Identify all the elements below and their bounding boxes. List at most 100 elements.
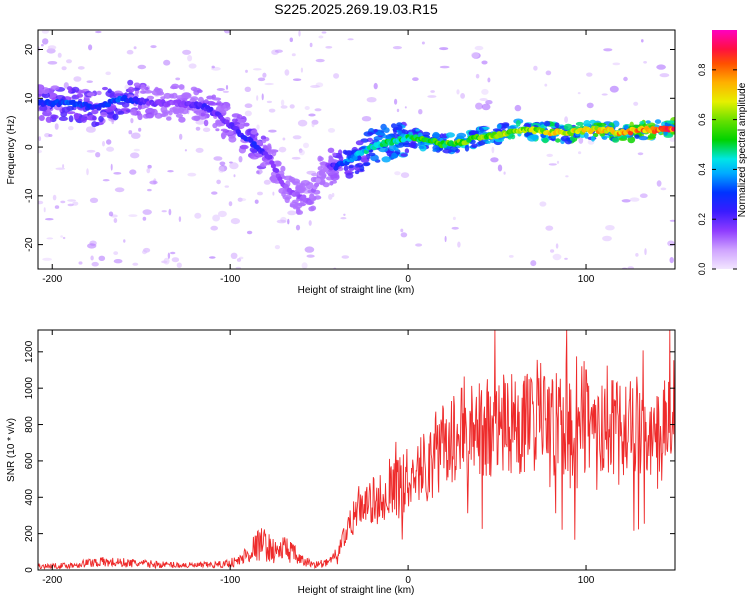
spectrogram-speckle [182,49,192,55]
spectrogram-cell [260,135,266,140]
spectrogram-speckle [298,30,301,37]
spectrogram-speckle [163,59,171,66]
snr-y-tick-label: 800 [24,416,35,433]
spectrogram-speckle [86,80,93,83]
spectrogram-speckle [400,232,408,238]
spectrogram-speckle [603,48,613,52]
spectrogram-speckle [178,216,182,223]
spectrogram-speckle [163,257,170,265]
spectrogram-speckle [481,103,491,111]
spectrogram-cell [327,147,335,153]
spectrogram-speckle [218,166,225,173]
spectrogram-cell [370,154,379,162]
spectrogram-speckle [167,252,171,259]
spectrogram-cell [68,115,74,123]
spectrogram-speckle [47,45,57,50]
spectrogram-cell [96,90,102,96]
spectrogram-cell [584,132,589,139]
spectrogram-cell [404,148,410,154]
spectrogram-cell [250,129,258,135]
spectrogram-cell [663,130,668,136]
spectrogram-cell [592,132,599,138]
spectrogram-cell [442,148,452,154]
spectrogram-y-tick-label: -10 [24,188,35,203]
spectrogram-cell [496,123,502,130]
spectrogram-speckle [179,133,183,140]
spectrogram-cell [127,79,134,86]
spectrogram-speckle [471,52,480,59]
spectrogram-ridge-cell [105,102,112,108]
snr-x-tick-label: 100 [578,575,595,586]
spectrogram-cell [239,144,249,150]
spectrogram-cell [666,120,675,124]
spectrogram-speckle [474,45,484,51]
spectrogram-speckle [262,72,267,78]
spectrogram-speckle [264,82,274,86]
spectrogram-x-tick-label: -100 [220,274,240,285]
spectrogram-speckle [609,85,619,93]
spectrogram-speckle [130,152,140,159]
spectrogram-speckle [343,213,346,216]
spectrogram-speckle [130,118,134,124]
spectrogram-speckle [533,65,538,71]
spectrogram-speckle [284,69,290,76]
spectrogram-speckle [131,132,141,139]
spectrogram-speckle [45,218,54,221]
spectrogram-speckle [439,65,450,69]
spectrogram-ridge-cell [671,126,675,132]
spectrogram-speckle [328,193,333,200]
spectrogram-speckle [659,73,670,78]
spectrogram-speckle [309,42,313,48]
spectrogram-cell [383,127,390,133]
spectrogram-cell [80,116,87,123]
spectrogram-cell [211,94,216,99]
spectrogram-cell [331,180,337,184]
spectrogram-speckle [578,137,584,144]
spectrogram-cell [228,136,237,143]
spectrogram-cell [178,107,184,114]
spectrogram-cell [263,159,271,163]
spectrogram-speckle [211,65,215,69]
spectrogram-cell [76,93,84,98]
spectrogram-cell [38,87,45,95]
spectrogram-cell [393,127,398,134]
spectrogram-speckle [643,61,647,64]
spectrogram-speckle [86,149,96,153]
spectrogram-cell [38,115,45,121]
spectrogram-cell [292,205,298,210]
spectrogram-speckle [325,46,333,49]
spectrogram-speckle [256,95,259,101]
spectrogram-speckle [621,199,631,203]
spectrogram-ridge-cell [208,106,214,112]
spectrogram-cell [555,138,561,143]
spectrogram-speckle [272,191,275,196]
spectrogram-cell [45,116,53,123]
spectrogram-speckle [254,199,259,204]
spectrogram-speckle [263,179,271,185]
spectrogram-speckle [67,203,74,207]
spectrogram-cell [50,85,60,91]
spectrogram-cell [542,137,549,144]
spectrogram-speckle [308,220,312,226]
spectrogram-speckle [280,99,285,106]
spectrogram-speckle [252,68,262,71]
spectrogram-speckle [656,64,666,70]
spectrogram-speckle [246,230,253,235]
spectrogram-x-label: Height of straight line (km) [298,285,415,296]
spectrogram-frame [37,29,676,270]
spectrogram-speckle [490,157,499,163]
spectrogram-cell [117,110,125,115]
spectrogram-speckle [396,108,400,113]
spectrogram-speckle [146,168,151,174]
spectrogram-cell [220,128,228,132]
spectrogram-speckle [137,64,147,70]
spectrogram-speckle [222,90,229,93]
spectrogram-cell [197,96,204,103]
spectrogram-speckle [503,171,506,175]
spectrogram-cell [527,135,537,142]
spectrogram-cell [361,155,368,161]
spectrogram-speckle [91,261,99,267]
